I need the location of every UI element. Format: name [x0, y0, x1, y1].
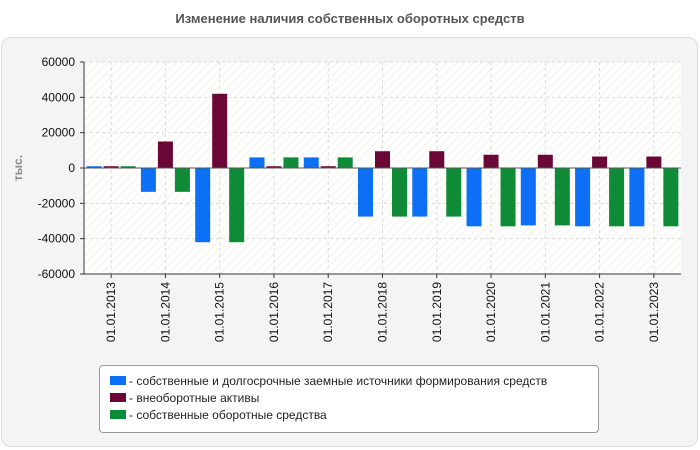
bar: [86, 166, 102, 168]
bar: [120, 166, 136, 168]
legend: - собственные и долгосрочные заемные ист…: [99, 365, 599, 433]
y-axis-label: тыс.: [11, 155, 25, 181]
legend-swatch: [110, 393, 126, 402]
bar: [229, 168, 245, 243]
bar: [500, 168, 516, 227]
y-tick-label: 40000: [42, 90, 76, 104]
bar: [446, 168, 462, 217]
bar: [303, 157, 319, 168]
bar: [466, 168, 482, 227]
x-tick-label: 01.01.2014: [158, 282, 172, 342]
bar: [663, 168, 679, 227]
x-tick-label: 01.01.2016: [267, 282, 281, 342]
legend-item: - собственные и долгосрочные заемные ист…: [110, 372, 598, 389]
bar: [392, 168, 407, 217]
bar: [266, 166, 282, 168]
bar: [629, 168, 645, 227]
x-tick-label: 01.01.2023: [647, 282, 661, 342]
y-tick-label: -20000: [38, 196, 76, 210]
y-tick-label: 20000: [42, 126, 76, 140]
y-tick-label: -40000: [38, 232, 76, 246]
legend-label: - внеоборотные активы: [129, 390, 260, 405]
x-tick-label: 01.01.2018: [376, 282, 390, 342]
axes: [80, 61, 681, 278]
bar: [537, 154, 553, 168]
x-tick-label: 01.01.2017: [321, 282, 335, 342]
chart-title: Изменение наличия собственных оборотных …: [175, 11, 525, 26]
y-tick-label: 60000: [42, 55, 76, 69]
bar: [195, 168, 211, 243]
bar: [646, 156, 662, 168]
bar: [157, 141, 173, 168]
y-tick-label: -60000: [38, 267, 76, 281]
bar: [520, 168, 536, 226]
bar: [375, 151, 390, 168]
bar: [483, 154, 499, 168]
bar: [283, 157, 299, 168]
bars: [86, 93, 679, 243]
legend-label: - собственные и долгосрочные заемные ист…: [129, 373, 548, 388]
bar: [609, 168, 625, 227]
bar: [249, 157, 265, 168]
tick-labels: 60000 40000 20000 0 -20000 -40000 -60000 01.01.…: [38, 55, 661, 342]
legend-swatch: [110, 376, 126, 385]
bar: [320, 166, 336, 168]
legend-swatch: [110, 410, 126, 419]
x-tick-label: 01.01.2019: [430, 282, 444, 342]
x-tick-label: 01.01.2020: [484, 282, 498, 342]
bar: [103, 166, 119, 168]
bar: [429, 151, 445, 168]
x-tick-label: 01.01.2013: [104, 282, 118, 342]
y-tick-label: 0: [68, 161, 75, 175]
x-tick-label: 01.01.2015: [213, 282, 227, 342]
x-tick-label: 01.01.2021: [538, 282, 552, 342]
x-tick-label: 01.01.2022: [593, 282, 607, 342]
bar: [592, 156, 608, 168]
legend-label: - собственные оборотные средства: [129, 407, 327, 422]
bar: [140, 168, 156, 192]
bar: [358, 168, 373, 217]
bar: [174, 168, 190, 192]
bar: [412, 168, 428, 217]
grid-lines: [84, 61, 681, 275]
legend-item: - собственные оборотные средства: [110, 406, 598, 423]
bar: [337, 157, 353, 168]
bar: [554, 168, 570, 226]
bar: [212, 93, 228, 168]
legend-item: - внеоборотные активы: [110, 389, 598, 406]
bar: [575, 168, 591, 227]
